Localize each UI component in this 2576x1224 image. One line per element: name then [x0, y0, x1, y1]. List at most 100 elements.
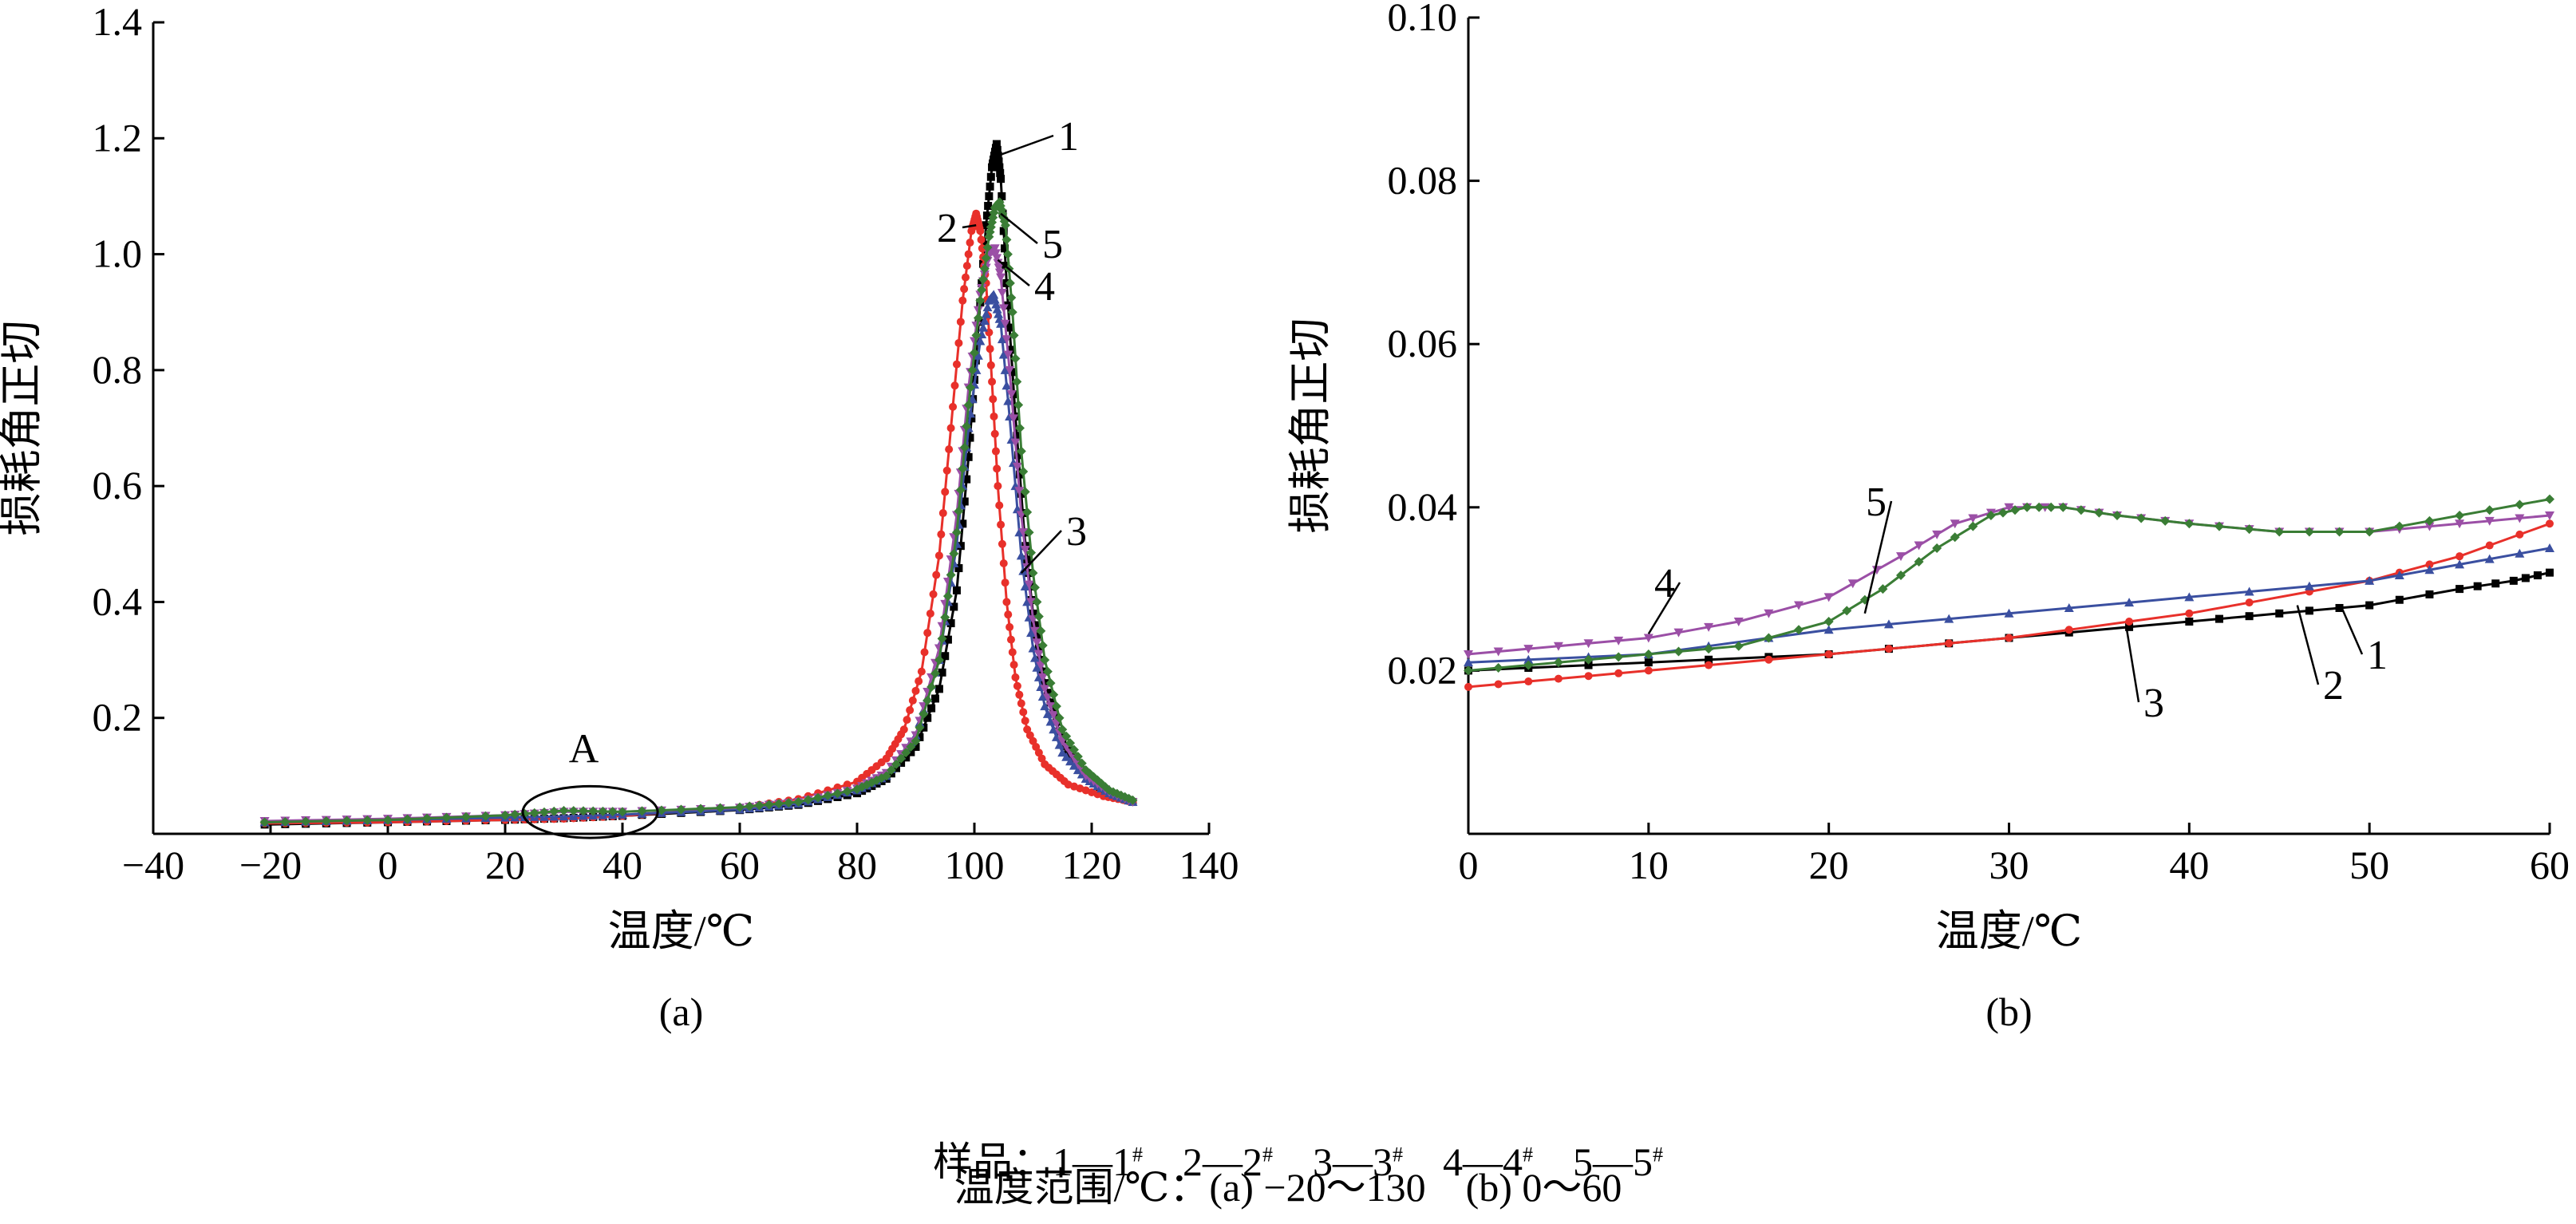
- data-point: [989, 395, 998, 404]
- data-point: [1733, 618, 1744, 627]
- y-tick-label: 0.04: [1388, 484, 1458, 529]
- data-point: [461, 811, 471, 822]
- data-point: [1010, 438, 1021, 448]
- data-point: [1644, 658, 1653, 667]
- data-point: [1950, 519, 1960, 529]
- data-point: [917, 667, 926, 676]
- series-2: [1464, 519, 2554, 691]
- data-point: [1945, 639, 1954, 648]
- data-point: [1523, 645, 1534, 654]
- data-point: [934, 685, 943, 693]
- data-point: [982, 302, 993, 312]
- data-point: [961, 273, 970, 282]
- data-point: [1026, 598, 1037, 607]
- data-point: [923, 695, 933, 705]
- leader-line-2: [2296, 605, 2320, 685]
- data-point: [1554, 674, 1563, 683]
- data-point: [2185, 618, 2194, 626]
- leader-line-3: [2125, 625, 2140, 703]
- data-point: [1042, 709, 1053, 718]
- data-point: [990, 429, 999, 438]
- data-point: [1842, 606, 1852, 616]
- data-point: [996, 168, 1005, 177]
- data-point: [1040, 655, 1050, 665]
- data-point: [1002, 381, 1012, 390]
- data-point: [1005, 278, 1015, 288]
- data-point: [280, 816, 290, 827]
- data-point: [1045, 702, 1056, 712]
- data-point: [1614, 636, 1624, 646]
- data-point: [1673, 628, 1684, 638]
- data-point: [1015, 690, 1024, 699]
- data-point: [1644, 666, 1653, 675]
- data-point: [998, 191, 1006, 200]
- data-point: [927, 704, 936, 713]
- data-point: [975, 295, 986, 306]
- data-point: [342, 815, 352, 826]
- data-point: [955, 484, 966, 495]
- data-point: [1128, 795, 1138, 805]
- data-point: [906, 706, 915, 715]
- data-point: [938, 509, 947, 518]
- data-point: [988, 377, 997, 386]
- data-point: [1584, 661, 1593, 669]
- data-point: [2184, 519, 2195, 529]
- data-point: [903, 716, 911, 725]
- data-point: [942, 591, 953, 602]
- data-point: [715, 803, 725, 813]
- data-point: [945, 445, 954, 454]
- legend-item-4: 4—4#: [1443, 1139, 1533, 1184]
- data-point: [1061, 731, 1072, 741]
- data-point: [901, 748, 911, 758]
- data-point: [1705, 655, 1713, 664]
- data-point: [1914, 541, 1924, 551]
- data-point: [958, 296, 967, 305]
- data-point: [1008, 368, 1017, 377]
- data-point: [2545, 494, 2554, 504]
- data-point: [994, 263, 1004, 273]
- data-point: [2509, 576, 2518, 585]
- leader-line-5: [1000, 212, 1038, 244]
- data-point: [823, 791, 833, 801]
- data-point: [977, 235, 986, 244]
- data-point: [1015, 470, 1024, 479]
- x-tick-label: 10: [1629, 843, 1669, 887]
- series-1: [260, 140, 1137, 829]
- data-point: [1847, 579, 1858, 589]
- data-point: [975, 336, 986, 345]
- data-point: [1020, 546, 1030, 555]
- data-point: [2058, 502, 2068, 512]
- data-point: [1794, 601, 1804, 610]
- leader-line-1: [2341, 609, 2364, 655]
- data-point: [990, 294, 1000, 304]
- data-point: [950, 381, 959, 390]
- data-point: [943, 635, 952, 644]
- x-tick-label: 120: [1062, 843, 1122, 887]
- data-point: [997, 334, 1007, 344]
- legend-prefix: 样品：: [933, 1139, 1053, 1184]
- y-tick-label: 1.0: [93, 231, 143, 276]
- data-point: [1017, 489, 1025, 498]
- data-point: [2094, 507, 2104, 518]
- data-point: [990, 244, 1000, 254]
- data-point: [1014, 451, 1023, 460]
- data-point: [1036, 661, 1046, 671]
- data-point: [1553, 642, 1563, 651]
- data-point: [1764, 609, 1774, 618]
- data-point: [735, 802, 745, 812]
- data-point: [996, 273, 1006, 282]
- data-point: [2076, 505, 2086, 515]
- data-point: [1704, 644, 1714, 654]
- series-1: [1464, 568, 2554, 675]
- data-point: [1003, 350, 1013, 360]
- data-point: [422, 813, 432, 823]
- x-tick-label: 80: [837, 843, 877, 887]
- data-point: [1733, 641, 1744, 651]
- data-point: [2491, 579, 2500, 588]
- data-point: [480, 811, 491, 821]
- data-point: [995, 501, 1004, 510]
- y-tick-label: 0.02: [1388, 647, 1458, 692]
- data-point: [1032, 638, 1042, 648]
- data-point: [2334, 527, 2345, 537]
